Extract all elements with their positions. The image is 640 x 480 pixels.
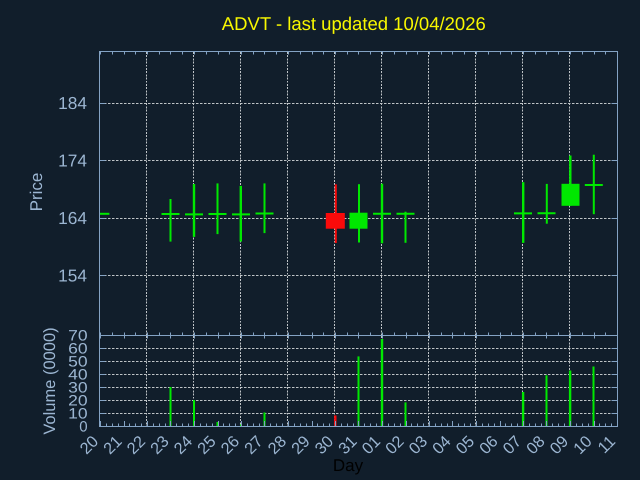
svg-text:10: 10 (68, 406, 88, 423)
svg-text:154: 154 (58, 266, 87, 286)
svg-text:184: 184 (58, 93, 87, 113)
svg-text:164: 164 (58, 208, 87, 228)
svg-text:40: 40 (68, 367, 88, 384)
svg-text:50: 50 (68, 354, 88, 371)
svg-text:30: 30 (68, 380, 88, 397)
svg-text:0: 0 (79, 419, 87, 436)
svg-text:60: 60 (68, 341, 88, 358)
svg-text:Day: Day (333, 456, 364, 475)
svg-text:Volume (0000): Volume (0000) (41, 327, 59, 434)
svg-text:ADVT - last updated 10/04/2026: ADVT - last updated 10/04/2026 (222, 13, 486, 34)
svg-text:20: 20 (68, 393, 88, 410)
svg-text:Price: Price (27, 173, 46, 212)
svg-text:174: 174 (58, 151, 87, 171)
svg-text:70: 70 (68, 328, 88, 345)
